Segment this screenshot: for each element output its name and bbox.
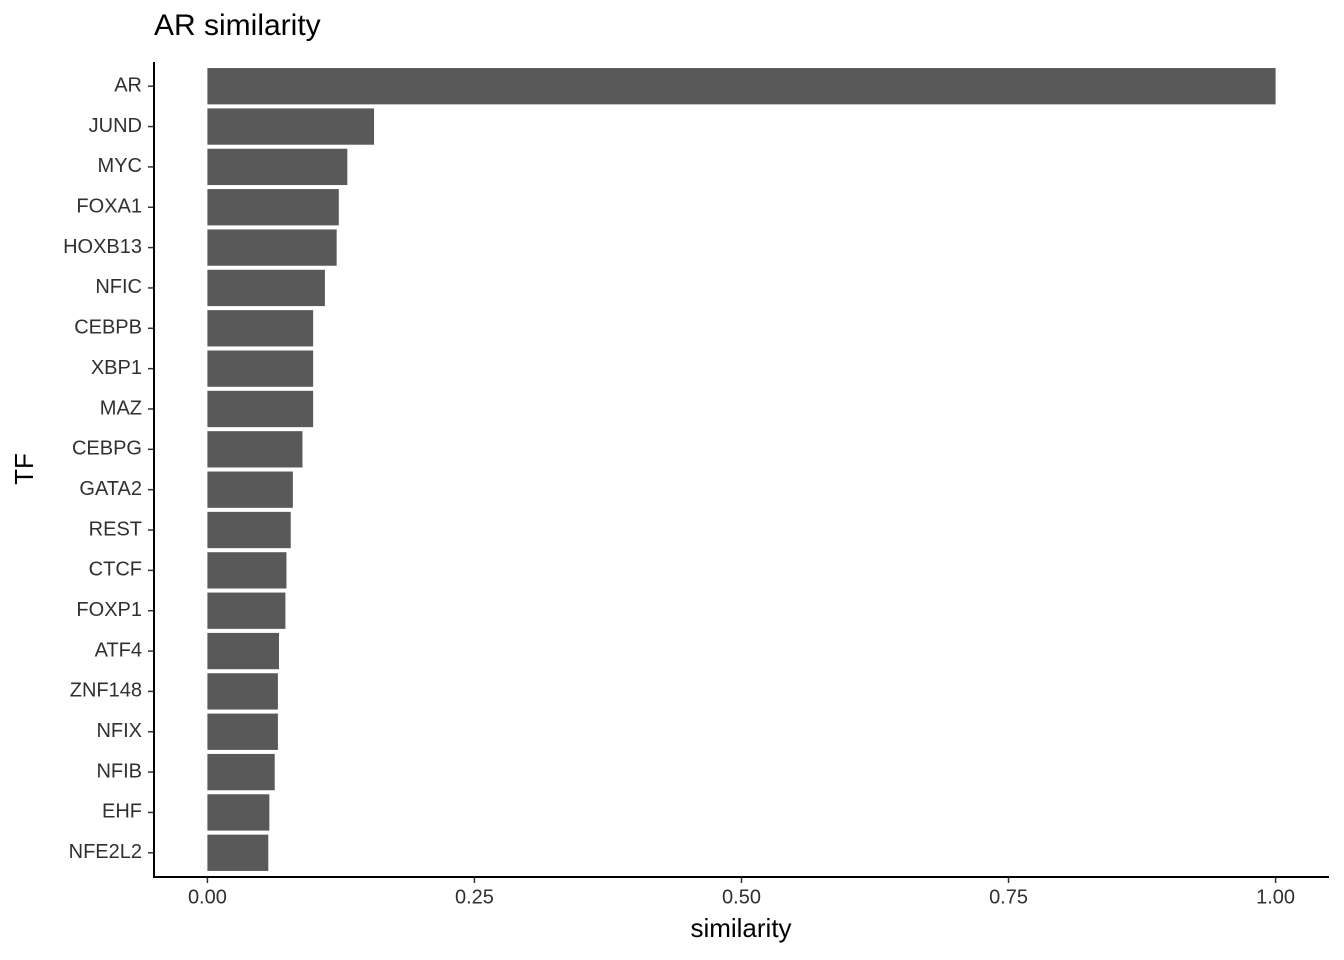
y-tick-label: FOXA1 <box>76 196 142 218</box>
y-axis-title: TF <box>9 453 39 485</box>
bar <box>207 471 293 508</box>
y-tick-label: NFIC <box>95 276 142 298</box>
y-tick-label: GATA2 <box>79 478 142 500</box>
bar <box>207 632 279 670</box>
bar <box>207 310 314 347</box>
bar <box>207 834 269 871</box>
bar <box>207 753 275 791</box>
y-tick-label: NFIX <box>96 720 142 742</box>
bar <box>207 390 314 428</box>
bar <box>207 269 325 307</box>
y-tick-label: CTCF <box>89 559 142 581</box>
bar <box>207 713 278 750</box>
chart-title: AR similarity <box>154 9 321 42</box>
y-tick-label: NFIB <box>96 760 142 782</box>
x-axis-title: similarity <box>690 913 791 943</box>
y-tick-label: AR <box>114 74 142 96</box>
bar <box>207 350 314 387</box>
x-tick-label: 1.00 <box>1256 886 1295 908</box>
y-tick-label: MAZ <box>100 397 142 419</box>
x-tick-label: 0.50 <box>722 886 761 908</box>
y-tick-label: FOXP1 <box>76 599 142 621</box>
bar <box>207 431 303 468</box>
y-tick-label: MYC <box>98 155 142 177</box>
y-tick-label: CEBPB <box>74 317 142 339</box>
bar <box>207 552 287 589</box>
y-tick-label: HOXB13 <box>63 236 142 258</box>
x-tick-label: 0.75 <box>989 886 1028 908</box>
bar <box>207 673 278 710</box>
y-tick-label: CEBPG <box>72 438 142 460</box>
y-tick-label: REST <box>89 518 142 540</box>
bar <box>207 189 339 226</box>
y-tick-label: JUND <box>89 115 142 137</box>
bar <box>207 229 337 266</box>
y-tick-label: NFE2L2 <box>69 841 142 863</box>
bar <box>207 68 1276 105</box>
bar <box>207 148 348 186</box>
bar <box>207 511 291 549</box>
x-tick-label: 0.00 <box>188 886 227 908</box>
bar <box>207 592 286 629</box>
x-tick-label: 0.25 <box>455 886 494 908</box>
bar <box>207 108 375 145</box>
y-tick-label: ZNF148 <box>70 680 142 702</box>
y-tick-label: ATF4 <box>95 639 142 661</box>
y-tick-label: XBP1 <box>91 357 142 379</box>
bar <box>207 794 270 831</box>
y-tick-label: EHF <box>102 801 142 823</box>
